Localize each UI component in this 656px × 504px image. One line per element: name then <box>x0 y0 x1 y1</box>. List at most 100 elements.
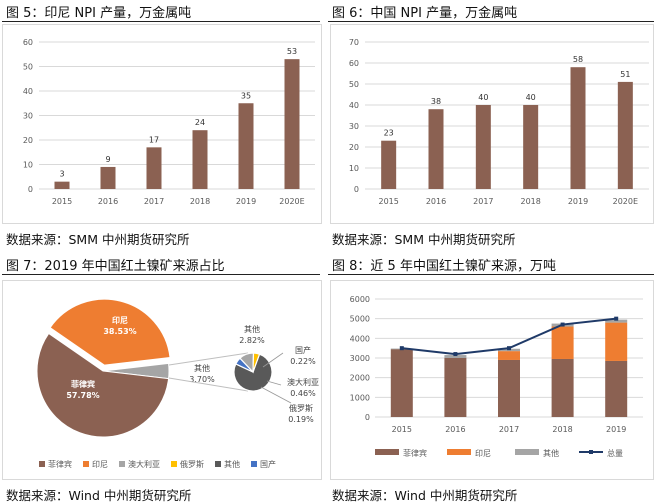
data-label: 24 <box>195 118 205 127</box>
sub-label-russia-name: 俄罗斯 <box>289 403 313 413</box>
bar-segment-indonesia <box>498 351 520 360</box>
bar <box>617 81 633 189</box>
sub-label-australia-name: 澳大利亚 <box>287 377 319 387</box>
fig5-source: 数据来源：SMM 中州期货研究所 <box>6 232 190 247</box>
sub-pie-slice-russia <box>252 352 261 373</box>
x-tick-label: 2020E <box>279 197 304 206</box>
y-tick-label: 20 <box>23 136 33 145</box>
y-tick-label: 30 <box>23 112 33 121</box>
legend-label: 印尼 <box>92 460 108 469</box>
y-tick-label: 10 <box>23 161 33 170</box>
y-tick-label: 30 <box>349 122 359 131</box>
leader-line <box>260 386 292 404</box>
bar-segment-indonesia <box>551 326 574 359</box>
x-tick-label: 2017 <box>499 425 519 434</box>
line-marker <box>399 346 404 351</box>
fig6-chart: 0 10 20 30 40 50 60 70 23 2015 38 2016 40 2017 40 2018 5… <box>330 24 654 224</box>
fig6-caption: 图 6：中国 NPI 产量，万金属吨 <box>332 6 518 21</box>
fig7-chart: 印尼 38.53% 菲律宾 57.78% 其他 3.70% 其他 2.82% 国产 0.22% 澳大… <box>2 280 322 480</box>
fig5-chart: 0 10 20 30 40 50 60 3 2015 9 2016 17 2017 24 2018 35 201… <box>2 24 322 224</box>
line-marker <box>614 316 619 321</box>
x-tick-label: 2016 <box>426 197 446 206</box>
y-tick-label: 0 <box>365 413 370 422</box>
legend-label: 总量 <box>607 448 623 458</box>
bar <box>570 67 586 189</box>
legend-swatch <box>251 461 257 467</box>
sub-label-other-value: 2.82% <box>239 336 265 345</box>
fig8-source: 数据来源：Wind 中州期货研究所 <box>332 488 518 503</box>
sub-label-domestic-name: 国产 <box>295 345 311 355</box>
legend-label: 菲律宾 <box>48 459 72 469</box>
bar <box>475 105 491 189</box>
x-tick-label: 2015 <box>52 197 72 206</box>
y-tick-label: 5000 <box>350 315 370 324</box>
pie-label-value: 57.78% <box>66 391 99 400</box>
y-tick-label: 20 <box>349 143 359 152</box>
x-tick-label: 2016 <box>98 197 118 206</box>
bar <box>523 105 539 189</box>
y-tick-label: 3000 <box>350 354 370 363</box>
line-marker <box>453 352 458 357</box>
y-tick-label: 6000 <box>350 295 370 304</box>
data-label: 58 <box>573 55 583 64</box>
x-tick-label: 2015 <box>392 425 412 434</box>
x-tick-label: 2020E <box>613 197 638 206</box>
bar-segment-philippines <box>390 349 413 417</box>
fig8-chart: 0 1000 2000 3000 4000 5000 6000 2015 2016 2017 201… <box>330 280 654 480</box>
connector-line <box>168 377 249 392</box>
data-label: 9 <box>105 155 110 164</box>
pie-label-name: 菲律宾 <box>71 379 95 389</box>
y-tick-label: 50 <box>349 80 359 89</box>
legend-swatch <box>171 461 177 467</box>
bar <box>284 59 300 190</box>
leader-line <box>262 352 284 368</box>
data-label: 53 <box>287 47 297 56</box>
legend-label: 俄罗斯 <box>180 459 204 469</box>
bar-segment-philippines <box>605 360 628 417</box>
fig8-top-rule <box>328 274 654 275</box>
data-label: 40 <box>526 93 536 102</box>
fig8-caption: 图 8：近 5 年中国红土镍矿来源，万吨 <box>332 259 556 274</box>
bar <box>192 130 208 189</box>
pie-label-name: 印尼 <box>112 315 128 325</box>
legend-label: 印尼 <box>475 449 491 458</box>
pie-slice-indonesia <box>49 298 171 366</box>
legend-label: 其他 <box>224 459 240 469</box>
leader-line <box>266 380 282 386</box>
fig5-top-rule <box>2 21 320 22</box>
x-tick-label: 2017 <box>144 197 164 206</box>
y-tick-label: 40 <box>349 101 359 110</box>
bar-segment-other <box>605 319 628 323</box>
fig5-chart-svg: 0 10 20 30 40 50 60 3 2015 9 2016 17 2017 24 2018 35 201… <box>23 38 315 206</box>
y-tick-label: 60 <box>349 59 359 68</box>
sub-label-domestic-value: 0.22% <box>290 357 316 366</box>
line-marker <box>507 346 511 351</box>
fig5-caption: 图 5：印尼 NPI 产量，万金属吨 <box>6 6 192 21</box>
legend-swatch <box>39 461 45 467</box>
data-label: 51 <box>620 70 630 79</box>
data-label: 38 <box>431 97 441 106</box>
bar-segment-philippines <box>444 358 467 417</box>
y-tick-label: 2000 <box>350 374 370 383</box>
x-tick-label: 2019 <box>236 197 256 206</box>
data-label: 17 <box>149 135 159 144</box>
line-marker <box>560 322 565 327</box>
fig6-top-rule <box>328 21 654 22</box>
legend-swatch <box>119 461 125 467</box>
fig7-caption: 图 7：2019 年中国红土镍矿来源占比 <box>6 259 225 274</box>
y-tick-label: 50 <box>23 63 33 72</box>
data-label: 40 <box>478 93 488 102</box>
bar-segment-other <box>444 355 467 358</box>
pie-label-name: 其他 <box>194 363 210 373</box>
sub-label-other-name: 其他 <box>244 324 260 334</box>
legend-label: 菲律宾 <box>403 448 427 458</box>
legend-label: 国产 <box>260 459 276 469</box>
fig8-chart-svg: 0 1000 2000 3000 4000 5000 6000 2015 2016 2017 201… <box>350 295 643 458</box>
legend-swatch <box>215 461 221 467</box>
y-tick-label: 0 <box>28 185 33 194</box>
x-tick-label: 2018 <box>190 197 210 206</box>
sub-label-australia-value: 0.46% <box>290 389 316 398</box>
x-tick-label: 2019 <box>568 197 588 206</box>
fig7-top-rule <box>2 274 320 275</box>
y-tick-label: 0 <box>354 185 359 194</box>
